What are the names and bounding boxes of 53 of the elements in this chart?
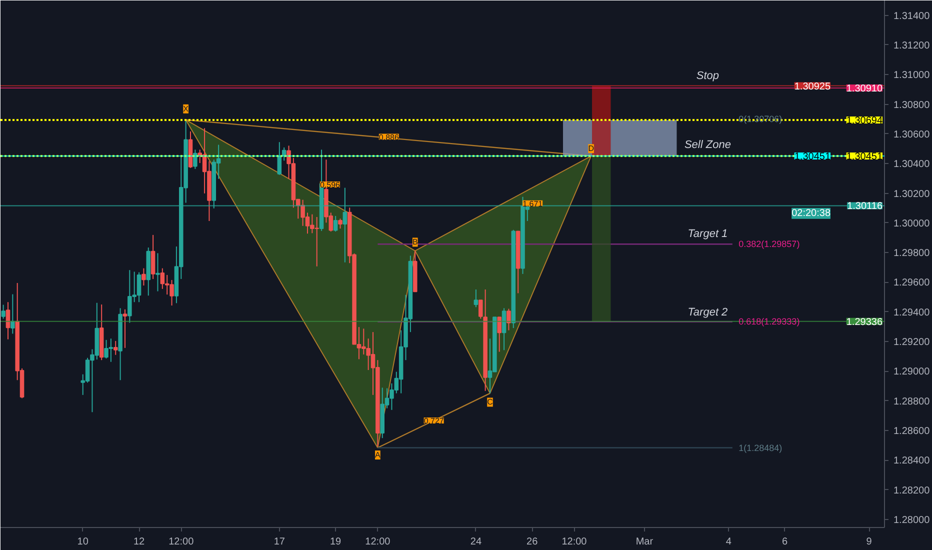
annotation: 0(1.30706)	[738, 114, 782, 124]
annotation: A	[375, 450, 382, 460]
x-tick-label: 19	[330, 536, 342, 548]
x-tick-label: 6	[782, 536, 788, 548]
annotation: 0.618(1.29333)	[738, 316, 800, 327]
x-tick-label: 26	[526, 536, 538, 548]
y-tick-label: 1.28200	[894, 485, 930, 496]
annotation: Sell Zone	[684, 138, 731, 151]
y-tick-label: 1.30800	[894, 100, 930, 111]
y-tick-label: 1.31400	[894, 10, 930, 22]
y-tick-label: 1.31000	[894, 70, 930, 82]
annotation: Target 1	[688, 228, 728, 240]
y-tick-label: 1.28000	[894, 514, 930, 526]
annotation: Stop	[696, 70, 720, 82]
x-tick-label: 12:00	[562, 536, 588, 548]
y-tick-label: 1.30000	[894, 218, 930, 230]
y-tick-label: 1.30600	[894, 129, 930, 140]
x-tick-label: 12:00	[365, 536, 391, 548]
annotation: Target 2	[688, 306, 728, 318]
y-tick-label: 1.28800	[894, 396, 930, 408]
annotation: X	[183, 104, 190, 114]
x-tick-label: 10	[77, 536, 89, 548]
ref-line-label: 1.30925	[794, 81, 831, 92]
annotation: B	[412, 238, 418, 247]
y-tick-label: 1.30200	[894, 188, 930, 200]
y-tick-label: 1.29200	[894, 337, 930, 348]
x-tick-label: Mar	[636, 536, 654, 548]
annotation: D	[588, 144, 594, 154]
x-tick-label: 12:00	[168, 536, 194, 548]
y-tick-label: 1.30400	[894, 159, 930, 170]
annotation: 1(1.28484)	[738, 442, 782, 453]
y-tick-label: 1.29600	[894, 278, 930, 289]
x-tick-label: 9	[866, 536, 872, 548]
annotation: 0.886	[378, 132, 400, 142]
annotation: C	[487, 398, 494, 407]
annotation: 02:20:38	[792, 208, 831, 219]
y-tick-label: 1.29800	[894, 248, 930, 260]
annotation: 1.671	[522, 199, 544, 208]
x-tick-label: 17	[274, 536, 286, 548]
y-tick-label: 1.31200	[894, 40, 930, 52]
x-tick-label: 12	[133, 536, 146, 548]
annotation: 0.727	[424, 416, 444, 426]
y-tick-label: 1.29000	[894, 366, 930, 378]
y-tick-label: 1.29400	[894, 307, 930, 318]
y-tick-label: 1.28400	[894, 456, 930, 467]
bar	[592, 156, 611, 322]
x-tick-label: 4	[726, 536, 732, 548]
bar	[592, 86, 611, 156]
x-tick-label: 24	[470, 536, 482, 548]
annotation: 0.596	[320, 180, 341, 190]
ref-line-label: 1.30116	[847, 201, 883, 212]
annotation: 0.382(1.29857)	[738, 239, 800, 250]
y-tick-label: 1.28600	[894, 426, 930, 438]
